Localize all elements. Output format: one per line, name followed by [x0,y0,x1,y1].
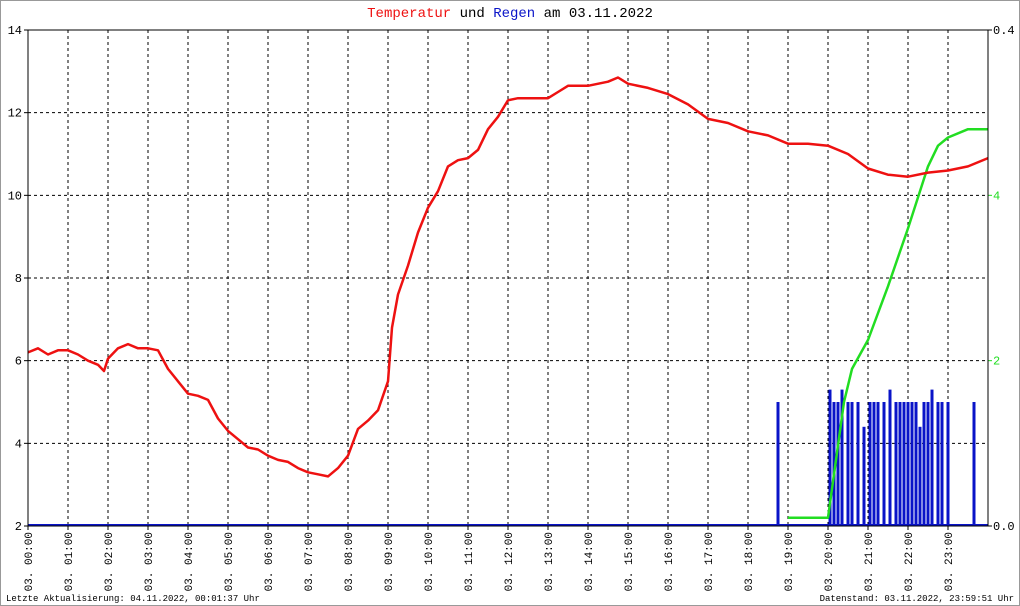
y-tick-label: 14 [8,24,22,38]
y-tick-label: 12 [8,107,22,121]
rain-bar [902,402,906,526]
rain-bar [828,389,832,526]
x-tick-label: 03. 04:00 [184,532,196,591]
x-tick-label: 03. 09:00 [384,532,396,591]
x-tick-label: 03. 03:00 [144,532,156,591]
rain-bar [972,402,976,526]
rain-bar [888,389,892,526]
y-tick-label: 8 [15,272,22,286]
rain-bar [898,402,902,526]
rain-bar [846,402,850,526]
y-tick-label: 2 [15,520,22,534]
series-line [27,76,989,478]
rain-bar [882,402,886,526]
footer-right: Datenstand: 03.11.2022, 23:59:51 Uhr [820,594,1014,604]
footer-left: Letzte Aktualisierung: 04.11.2022, 00:01… [6,594,260,604]
x-tick-label: 03. 05:00 [224,532,236,591]
x-tick-label: 03. 21:00 [864,532,876,591]
x-tick-label: 03. 19:00 [784,532,796,591]
x-tick-label: 03. 12:00 [504,532,516,591]
x-tick-label: 03. 11:00 [464,532,476,591]
chart-title: Temperatur und Regen am 03.11.2022 [367,6,653,22]
x-tick-label: 03. 23:00 [944,532,956,591]
x-tick-label: 03. 06:00 [264,532,276,591]
rain-bar [776,402,780,526]
x-tick-label: 03. 10:00 [424,532,436,591]
rain-bar [850,402,854,526]
series-line [788,127,988,519]
y3-tick-label: 4 [993,189,1000,203]
title-date: am 03.11.2022 [544,6,653,22]
y3-tick-label: 2 [993,355,1000,369]
rain-bar [840,389,844,526]
rain-bar [936,402,940,526]
rain-bar [914,402,918,526]
rain-bar [910,402,914,526]
x-tick-label: 03. 08:00 [344,532,356,591]
rain-bar [922,402,926,526]
x-tick-label: 03. 16:00 [664,532,676,591]
x-tick-label: 03. 14:00 [584,532,596,591]
y-tick-label: 4 [15,437,22,451]
x-tick-label: 03. 01:00 [64,532,76,591]
x-tick-label: 03. 00:00 [24,532,36,591]
x-tick-label: 03. 22:00 [904,532,916,591]
rain-bar [918,426,922,526]
x-tick-label: 03. 20:00 [824,532,836,591]
x-tick-label: 03. 13:00 [544,532,556,591]
rain-bar [894,402,898,526]
x-tick-label: 03. 15:00 [624,532,636,591]
x-tick-label: 03. 02:00 [104,532,116,591]
rain-bar [930,389,934,526]
y2-tick-label: 0.4 [993,24,1015,38]
title-rain: Regen [493,6,535,22]
title-temperature: Temperatur [367,6,451,22]
rain-bar [946,402,950,526]
y2-tick-label: 0.0 [993,520,1015,534]
x-tick-label: 03. 07:00 [304,532,316,591]
x-tick-label: 03. 18:00 [744,532,756,591]
rain-bar [862,426,866,526]
rain-bar [872,402,876,526]
rain-bar [906,402,910,526]
plot-frame [27,29,989,527]
rain-bar [868,402,872,526]
x-tick-label: 03. 17:00 [704,532,716,591]
title-joiner: und [460,6,485,22]
rain-bar [832,402,836,526]
y-tick-label: 10 [8,189,22,203]
y-tick-label: 6 [15,355,22,369]
rain-bar [836,402,840,526]
rain-bar [856,402,860,526]
rain-bar [940,402,944,526]
rain-bar [926,402,930,526]
rain-bar [876,402,880,526]
